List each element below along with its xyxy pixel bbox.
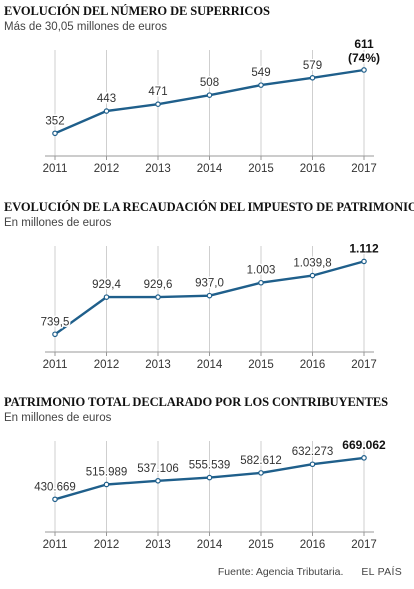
data-label: 929,4 bbox=[92, 279, 121, 291]
data-point bbox=[309, 75, 316, 81]
data-label: 1.112 bbox=[349, 241, 379, 255]
data-label: 555.539 bbox=[189, 460, 231, 472]
data-label: 937,0 bbox=[195, 278, 224, 290]
data-label: 579 bbox=[303, 60, 322, 72]
brand-logo-text: EL PAÍS bbox=[361, 566, 402, 578]
x-tick-label: 2011 bbox=[43, 163, 68, 175]
x-tick-label: 2015 bbox=[248, 359, 274, 371]
source-text: Fuente: Agencia Tributaria. bbox=[217, 566, 344, 578]
x-tick-label: 2014 bbox=[197, 163, 223, 175]
x-tick-label: 2012 bbox=[94, 359, 120, 371]
data-point bbox=[103, 481, 110, 488]
chart-subtitle: En millones de euros bbox=[4, 217, 112, 229]
data-point bbox=[258, 82, 264, 88]
x-tick-label: 2013 bbox=[145, 359, 171, 371]
line-chart: 2011 2012 2013 2014 2015 2016 2017 430.669 515.9… bbox=[33, 436, 388, 551]
line-chart: 2011 2012 2013 2014 2015 2016 2017 739,5 929,4 92… bbox=[39, 240, 380, 371]
x-tick-label: 2017 bbox=[351, 359, 377, 371]
data-point bbox=[155, 294, 161, 300]
x-tick-label: 2013 bbox=[145, 163, 171, 175]
data-label: 508 bbox=[200, 77, 219, 89]
source-note: Fuente: Agencia Tributaria. EL PAÍS bbox=[218, 566, 402, 578]
data-label: 537.106 bbox=[137, 463, 179, 475]
data-label: 471 bbox=[148, 86, 167, 98]
data-point bbox=[155, 477, 161, 484]
data-point bbox=[103, 108, 110, 114]
data-point bbox=[361, 455, 367, 461]
x-tick-label: 2015 bbox=[248, 163, 274, 175]
x-tick-label: 2015 bbox=[248, 539, 274, 551]
data-point bbox=[309, 272, 316, 279]
data-label: 611 bbox=[354, 37, 374, 51]
data-point bbox=[206, 474, 213, 481]
chart-title: EVOLUCIÓN DEL NÚMERO DE SUPERRICOS bbox=[4, 4, 270, 18]
data-point bbox=[103, 294, 110, 300]
chart-superricos: EVOLUCIÓN DEL NÚMERO DE SUPERRICOS Más d… bbox=[0, 4, 414, 184]
data-label: 929,6 bbox=[144, 279, 173, 291]
data-point bbox=[52, 331, 58, 338]
x-tick-label: 2011 bbox=[43, 539, 68, 551]
data-point bbox=[361, 67, 367, 73]
x-tick-label: 2012 bbox=[94, 163, 120, 175]
data-label: 515.989 bbox=[86, 466, 128, 478]
x-tick-label: 2011 bbox=[43, 359, 68, 371]
data-point bbox=[258, 470, 264, 476]
data-label: 739,5 bbox=[41, 316, 70, 328]
data-point bbox=[52, 496, 58, 503]
data-label: 1.003 bbox=[247, 265, 276, 277]
data-label: 443 bbox=[97, 93, 116, 105]
chart-subtitle: En millones de euros bbox=[4, 412, 112, 424]
data-point bbox=[155, 101, 161, 108]
x-tick-label: 2014 bbox=[197, 359, 223, 371]
data-label-percent: (74%) bbox=[348, 51, 380, 65]
line-chart: 2011 2012 2013 2014 2015 2016 2017 352 443 471 508… bbox=[43, 35, 382, 175]
chart-recaudacion: EVOLUCIÓN DE LA RECAUDACIÓN DEL IMPUESTO… bbox=[0, 200, 414, 380]
x-tick-label: 2016 bbox=[300, 163, 326, 175]
x-tick-label: 2013 bbox=[145, 539, 171, 551]
chart-title: PATRIMONIO TOTAL DECLARADO POR LOS CONTR… bbox=[4, 395, 388, 409]
data-point bbox=[52, 130, 58, 137]
data-point bbox=[206, 92, 213, 98]
x-tick-label: 2017 bbox=[351, 539, 377, 551]
data-label: 1.039,8 bbox=[293, 258, 331, 270]
data-point bbox=[309, 461, 316, 468]
data-point bbox=[206, 292, 213, 299]
data-label: 582.612 bbox=[240, 455, 282, 467]
chart-subtitle: Más de 30,05 millones de euros bbox=[4, 21, 168, 33]
data-label: 352 bbox=[45, 115, 64, 127]
data-point bbox=[361, 258, 367, 265]
data-label: 632.273 bbox=[292, 446, 334, 458]
x-tick-label: 2012 bbox=[94, 539, 120, 551]
data-label: 549 bbox=[251, 67, 270, 79]
data-label: 669.062 bbox=[342, 438, 386, 452]
x-tick-label: 2014 bbox=[197, 539, 223, 551]
data-point bbox=[258, 279, 264, 286]
chart-title: EVOLUCIÓN DE LA RECAUDACIÓN DEL IMPUESTO… bbox=[4, 200, 414, 214]
chart-patrimonio: PATRIMONIO TOTAL DECLARADO POR LOS CONTR… bbox=[0, 395, 414, 565]
x-tick-label: 2017 bbox=[351, 163, 377, 175]
x-tick-label: 2016 bbox=[300, 539, 326, 551]
data-label: 430.669 bbox=[34, 481, 76, 493]
x-tick-label: 2016 bbox=[300, 359, 326, 371]
